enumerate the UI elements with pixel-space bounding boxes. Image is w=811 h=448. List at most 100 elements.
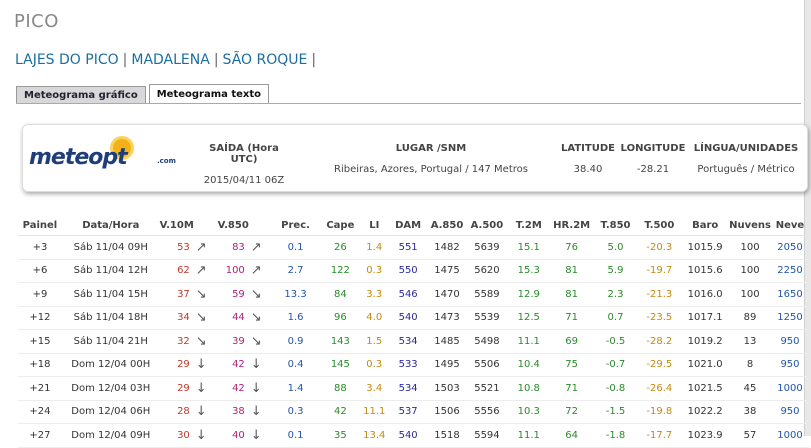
cell-painel: +27 — [18, 423, 62, 448]
wind-direction-icon: ↗ — [248, 259, 271, 283]
cell-v850: 39 — [217, 329, 249, 354]
column-header: V.10M — [159, 215, 194, 236]
latitude-value: 38.40 — [573, 164, 603, 175]
cell-a500: 5594 — [465, 423, 508, 448]
column-header — [193, 215, 218, 236]
table-row: +12 Sáb 11/04 18H 34 ↘ 44 ↘ 1.6 96 4.0 540 1473 553… — [18, 306, 809, 330]
cell-neve: 1650 — [770, 282, 809, 307]
column-header: A.850 — [428, 215, 466, 236]
cell-t2m: 11.1 — [507, 423, 550, 448]
cell-hr2m: 64 — [549, 423, 594, 448]
cell-data-hora: Sáb 11/04 21H — [61, 329, 160, 354]
table-row: +3 Sáb 11/04 09H 53 ↗ 83 ↗ 0.1 26 1.4 551 1482 5639… — [18, 235, 809, 260]
longitude-value: -28.21 — [636, 164, 670, 175]
tab-meteograma-grafico[interactable]: Meteograma gráfico — [16, 86, 146, 104]
cell-t500: -19.8 — [637, 400, 682, 424]
wind-direction-icon: ↓ — [193, 353, 218, 377]
cell-a850: 1518 — [428, 423, 466, 448]
cell-cape: 26 — [320, 235, 361, 260]
logo-text: meteopt — [29, 145, 128, 170]
forecast-info-box: meteopt .com SAÍDA (Hora UTC) 2015/04/11… — [22, 124, 808, 192]
cell-data-hora: Dom 12/04 06H — [61, 400, 160, 424]
tab-bar: Meteograma gráfico Meteograma texto — [16, 84, 272, 104]
table-row: +24 Dom 12/04 06H 28 ↓ 38 ↓ 0.3 42 11.1 537 1506 55… — [18, 400, 809, 424]
cell-dam: 546 — [388, 282, 429, 307]
cell-painel: +3 — [18, 235, 62, 260]
latitude-column: LATITUDE 38.40 — [561, 143, 615, 175]
cell-v10m: 34 — [159, 306, 194, 330]
cell-cape: 42 — [320, 400, 361, 424]
column-header: HR.2M — [549, 215, 594, 236]
cell-li: 1.4 — [360, 235, 389, 260]
cell-v10m: 29 — [159, 353, 194, 377]
cell-prec: 0.1 — [270, 235, 321, 260]
cell-cape: 35 — [320, 423, 361, 448]
cell-t850: 0.7 — [593, 306, 638, 330]
nav-link-sao-roque[interactable]: SÃO ROQUE — [222, 52, 308, 68]
nav-separator: | — [122, 52, 128, 68]
wind-direction-icon: ↘ — [248, 306, 271, 330]
cell-li: 1.5 — [360, 329, 389, 354]
cell-t850: -0.7 — [593, 353, 638, 377]
cell-cape: 84 — [320, 282, 361, 307]
cell-baro: 1019.2 — [681, 329, 730, 354]
cell-prec: 2.7 — [270, 259, 321, 283]
saida-column: SAÍDA (Hora UTC) 2015/04/11 06Z — [199, 143, 289, 186]
cell-data-hora: Sáb 11/04 15H — [61, 282, 160, 307]
cell-painel: +12 — [18, 306, 62, 330]
latitude-label: LATITUDE — [561, 143, 615, 154]
cell-baro: 1017.1 — [681, 306, 730, 330]
cell-painel: +9 — [18, 282, 62, 307]
wind-direction-icon: ↘ — [248, 329, 271, 354]
tab-divider — [16, 103, 801, 104]
cell-nuvens: 100 — [729, 259, 771, 283]
cell-painel: +21 — [18, 376, 62, 401]
cell-v10m: 28 — [159, 400, 194, 424]
wind-direction-icon: ↓ — [248, 423, 271, 448]
cell-neve: 2050 — [770, 235, 809, 260]
cell-a500: 5556 — [465, 400, 508, 424]
cell-t2m: 12.5 — [507, 306, 550, 330]
column-header: LI — [360, 215, 389, 236]
lingua-column: LÍNGUA/UNIDADES Português / Métrico — [691, 143, 801, 175]
cell-baro: 1021.5 — [681, 376, 730, 401]
cell-dam: 533 — [388, 353, 429, 377]
cell-t850: -1.8 — [593, 423, 638, 448]
table-row: +9 Sáb 11/04 15H 37 ↘ 59 ↘ 13.3 84 3.3 546 1470 558… — [18, 282, 809, 307]
cell-baro: 1015.9 — [681, 235, 730, 260]
column-header: Neve — [770, 215, 809, 236]
cell-neve: 950 — [770, 400, 809, 424]
cell-prec: 0.3 — [270, 400, 321, 424]
cell-prec: 1.6 — [270, 306, 321, 330]
cell-v850: 42 — [217, 376, 249, 401]
cell-nuvens: 100 — [729, 235, 771, 260]
cell-t500: -17.7 — [637, 423, 682, 448]
wind-direction-icon: ↓ — [248, 353, 271, 377]
cell-cape: 96 — [320, 306, 361, 330]
cell-hr2m: 69 — [549, 329, 594, 354]
cell-v850: 44 — [217, 306, 249, 330]
cell-v850: 100 — [217, 259, 249, 283]
cell-data-hora: Sáb 11/04 18H — [61, 306, 160, 330]
cell-v850: 83 — [217, 235, 249, 260]
cell-t850: -1.5 — [593, 400, 638, 424]
cell-li: 0.3 — [360, 353, 389, 377]
cell-a850: 1470 — [428, 282, 466, 307]
nav-link-lajes-do-pico[interactable]: LAJES DO PICO — [15, 52, 119, 68]
table-row: +21 Dom 12/04 03H 29 ↓ 42 ↓ 1.4 88 3.4 534 1503 552… — [18, 376, 809, 401]
wind-direction-icon: ↘ — [248, 282, 271, 307]
cell-neve: 1000 — [770, 423, 809, 448]
cell-nuvens: 38 — [729, 400, 771, 424]
cell-dam: 550 — [388, 259, 429, 283]
cell-nuvens: 13 — [729, 329, 771, 354]
nav-link-madalena[interactable]: MADALENA — [131, 52, 210, 68]
cell-t500: -28.2 — [637, 329, 682, 354]
cell-t500: -19.7 — [637, 259, 682, 283]
cell-a850: 1506 — [428, 400, 466, 424]
cell-neve: 950 — [770, 329, 809, 354]
tab-meteograma-texto[interactable]: Meteograma texto — [148, 84, 270, 104]
cell-baro: 1023.9 — [681, 423, 730, 448]
cell-li: 4.0 — [360, 306, 389, 330]
column-header: A.500 — [465, 215, 508, 236]
cell-nuvens: 45 — [729, 376, 771, 401]
